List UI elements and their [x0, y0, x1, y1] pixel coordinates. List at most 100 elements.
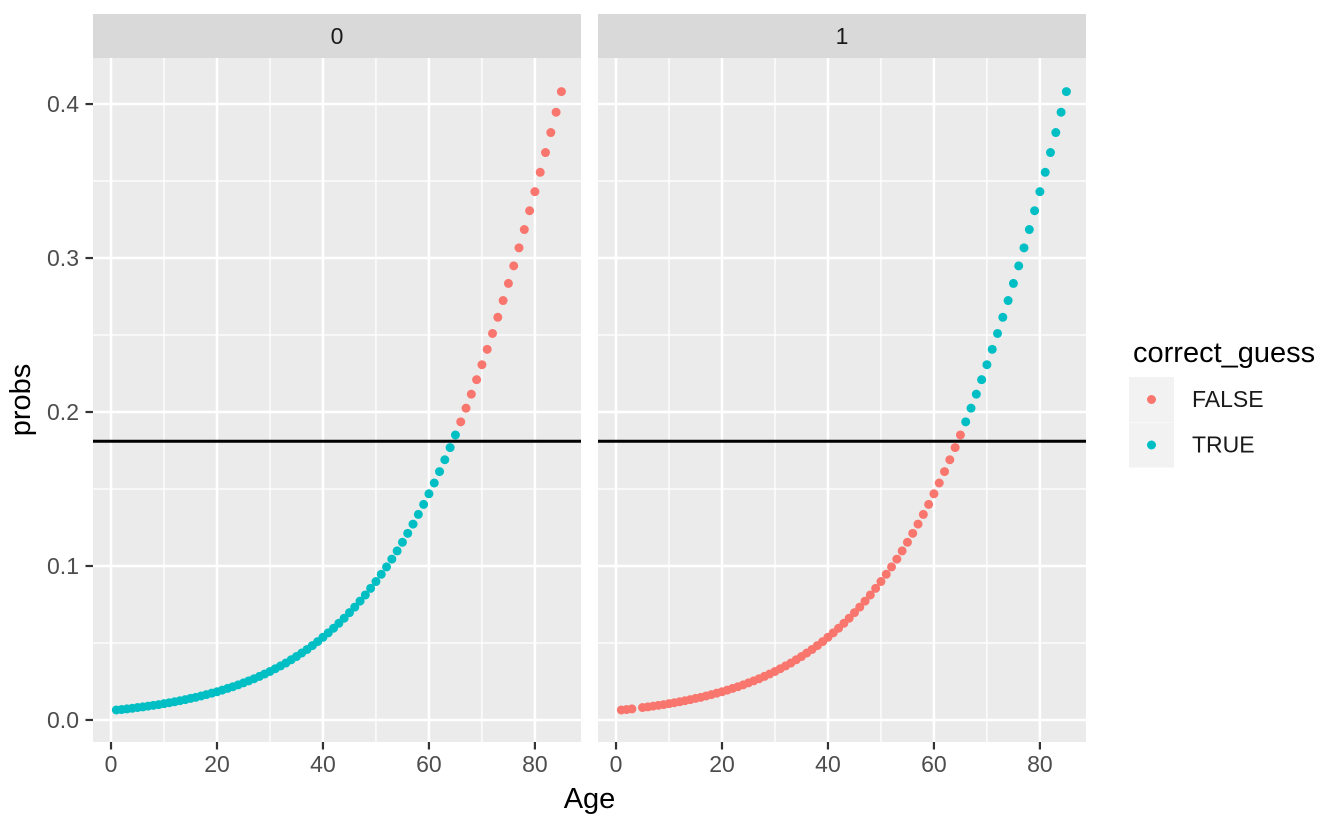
- data-point: [955, 430, 965, 440]
- x-tick-label: 40: [310, 751, 336, 777]
- data-point: [493, 312, 503, 322]
- data-point: [1014, 261, 1024, 271]
- data-point: [913, 519, 923, 529]
- data-point: [546, 128, 556, 138]
- data-point: [966, 403, 976, 413]
- data-point: [350, 602, 360, 612]
- data-point: [408, 519, 418, 529]
- facet-strips: 0 1: [93, 14, 1086, 58]
- data-point: [1040, 167, 1050, 177]
- data-point: [477, 360, 487, 370]
- data-point: [908, 528, 918, 538]
- x-tick-label: 80: [522, 751, 548, 777]
- data-point: [556, 87, 566, 97]
- x-tick-label: 20: [204, 751, 230, 777]
- data-point: [1035, 187, 1045, 197]
- data-point: [429, 478, 439, 488]
- data-point: [456, 417, 466, 427]
- x-tick-label: 60: [921, 751, 947, 777]
- legend-point-false-icon: [1147, 395, 1156, 404]
- data-point: [466, 389, 476, 399]
- y-tick-label: 0.2: [47, 399, 79, 425]
- data-point: [450, 430, 460, 440]
- data-point: [892, 554, 902, 564]
- legend-point-true-icon: [1147, 440, 1156, 450]
- data-point: [929, 489, 939, 499]
- data-point: [887, 562, 897, 572]
- data-point: [525, 206, 535, 216]
- data-point: [1030, 206, 1040, 216]
- data-point: [435, 467, 445, 477]
- data-point: [897, 546, 907, 556]
- facet-strip-label-0: 0: [331, 23, 344, 49]
- data-point: [1003, 296, 1013, 306]
- data-point: [865, 590, 875, 600]
- data-point: [1019, 243, 1029, 253]
- legend-label-true: TRUE: [1192, 432, 1255, 458]
- data-point: [987, 344, 997, 354]
- data-point: [871, 583, 881, 593]
- data-point: [445, 443, 455, 453]
- data-point: [530, 187, 540, 197]
- data-point: [355, 596, 365, 606]
- data-point: [376, 569, 386, 579]
- data-point: [998, 312, 1008, 322]
- data-point: [924, 499, 934, 509]
- data-point: [881, 569, 891, 579]
- data-point: [360, 590, 370, 600]
- data-point: [860, 596, 870, 606]
- data-point: [472, 375, 482, 385]
- data-point: [498, 296, 508, 306]
- data-point: [503, 278, 513, 288]
- y-tick-label: 0.4: [47, 91, 79, 117]
- legend: correct_guess FALSE TRUE: [1129, 337, 1315, 468]
- data-point: [902, 537, 912, 547]
- data-point: [1056, 107, 1066, 117]
- data-point: [371, 577, 381, 587]
- data-point: [514, 243, 524, 253]
- panel-background-0: [93, 58, 581, 742]
- data-point: [993, 328, 1003, 338]
- data-point: [392, 546, 402, 556]
- data-point: [419, 499, 429, 509]
- panel-0: [93, 58, 581, 742]
- data-point: [551, 107, 561, 117]
- data-point: [382, 562, 392, 572]
- data-point: [424, 489, 434, 499]
- axes: 0 20 40 60 80 0 20 40 60 80 0.0 0.1 0.2 0.3 0.4: [47, 91, 1053, 777]
- data-point: [918, 509, 928, 519]
- data-point: [876, 577, 886, 587]
- data-point: [950, 443, 960, 453]
- data-point: [934, 478, 944, 488]
- data-point: [977, 375, 987, 385]
- data-point: [627, 704, 637, 714]
- y-tick-label: 0.0: [47, 707, 79, 733]
- data-point: [982, 360, 992, 370]
- data-point: [940, 467, 950, 477]
- legend-title: correct_guess: [1133, 337, 1315, 369]
- x-tick-label: 60: [416, 751, 442, 777]
- facet-strip-1: [598, 14, 1086, 58]
- data-point: [397, 537, 407, 547]
- facet-strip-0: [93, 14, 581, 58]
- data-point: [366, 583, 376, 593]
- data-point: [961, 417, 971, 427]
- data-point: [413, 509, 423, 519]
- data-point: [1051, 128, 1061, 138]
- x-tick-label: 80: [1027, 751, 1053, 777]
- y-tick-label: 0.1: [47, 553, 79, 579]
- data-point: [945, 455, 955, 465]
- data-point: [461, 403, 471, 413]
- y-tick-label: 0.3: [47, 245, 79, 271]
- data-point: [1008, 278, 1018, 288]
- data-point: [535, 167, 545, 177]
- panel-background-1: [598, 58, 1086, 742]
- data-point: [403, 528, 413, 538]
- panel-1: [598, 58, 1086, 742]
- data-point: [1045, 148, 1055, 158]
- x-axis-title: Age: [564, 783, 616, 815]
- facet-strip-label-1: 1: [836, 23, 849, 49]
- data-point: [488, 328, 498, 338]
